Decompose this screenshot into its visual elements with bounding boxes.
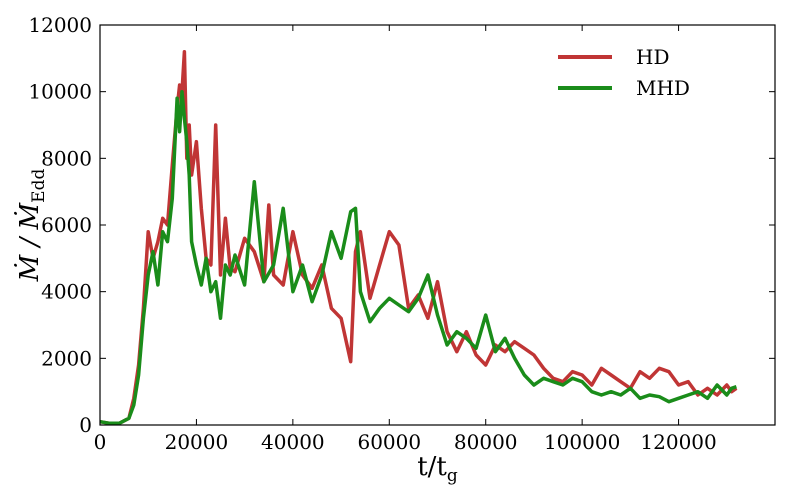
y-tick-label: 8000 [41,146,92,170]
x-tick-label: 80000 [454,430,518,454]
x-axis-title-subscript: g [447,466,458,486]
legend-label-hd: HD [636,45,669,69]
x-tick-label: 20000 [165,430,229,454]
legend-label-mhd: MHD [636,76,690,100]
y-tick-label: 0 [79,413,92,437]
y-axis-title: Ṁ / ṀEdd [14,169,49,283]
x-tick-label: 100000 [544,430,620,454]
x-tick-label: 60000 [357,430,421,454]
x-tick-label: 40000 [261,430,325,454]
y-tick-label: 10000 [28,80,92,104]
y-tick-label: 4000 [41,280,92,304]
x-axis-title-base: t/t [417,452,447,482]
y-axis-title-subscript: Edd [29,169,49,203]
y-axis-title-base: Ṁ / Ṁ [14,201,45,282]
y-tick-label: 12000 [28,13,92,37]
legend: HD MHD [558,45,690,100]
x-axis-title: t/tg [417,452,458,486]
x-axis: 0 20000 40000 60000 80000 100000 120000 [94,25,717,454]
series-layer [99,49,738,426]
y-axis: 0 2000 4000 6000 8000 10000 12000 [28,13,775,437]
x-tick-label: 0 [94,430,107,454]
y-tick-label: 2000 [41,346,92,370]
y-tick-label: 6000 [41,213,92,237]
series-line-hd [99,49,738,426]
series-line-mhd [99,89,737,426]
x-tick-label: 120000 [640,430,716,454]
